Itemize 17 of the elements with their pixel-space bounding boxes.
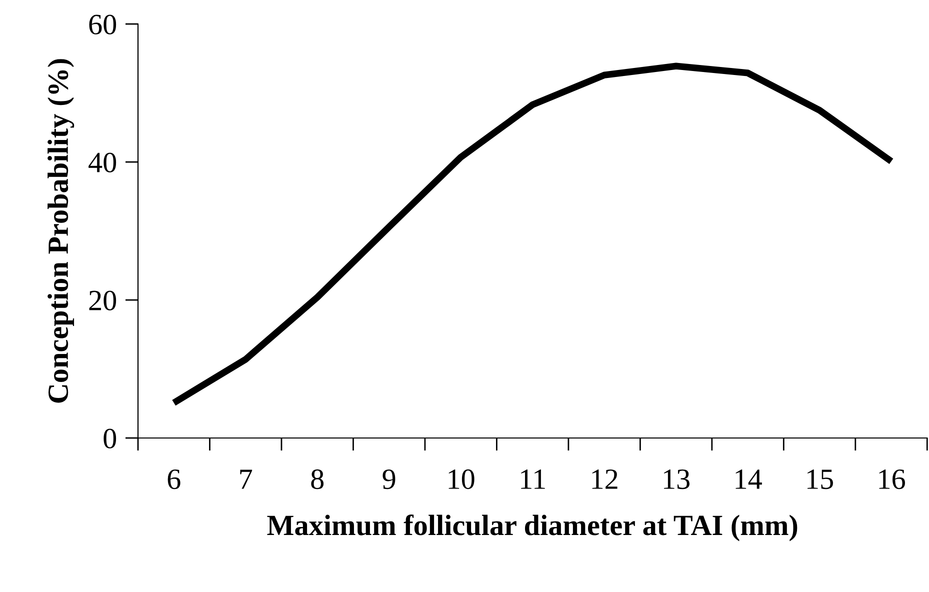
x-tick-label: 13: [664, 469, 690, 490]
y-tick-label: 40: [88, 152, 116, 172]
x-tick-label: 7: [240, 470, 252, 489]
x-tick-label: 6: [168, 469, 180, 490]
y-tick-label: 60: [89, 14, 116, 34]
y-tick-label: 0: [104, 428, 116, 448]
x-tick-label: 11: [521, 470, 545, 489]
x-tick-label: 12: [592, 469, 618, 489]
x-tick-label: 14: [736, 470, 762, 489]
y-axis-title: Conception Probability (%): [48, 59, 74, 403]
x-tick-label: 16: [879, 469, 905, 490]
x-tick-label: 15: [808, 470, 833, 490]
x-axis-title: Maximum follicular diameter at TAI (mm): [267, 514, 798, 542]
x-tick-label: 8: [311, 469, 324, 490]
y-tick-label: 20: [89, 290, 116, 310]
x-tick-label: 9: [382, 469, 396, 490]
x-tick-label: 10: [448, 469, 474, 490]
